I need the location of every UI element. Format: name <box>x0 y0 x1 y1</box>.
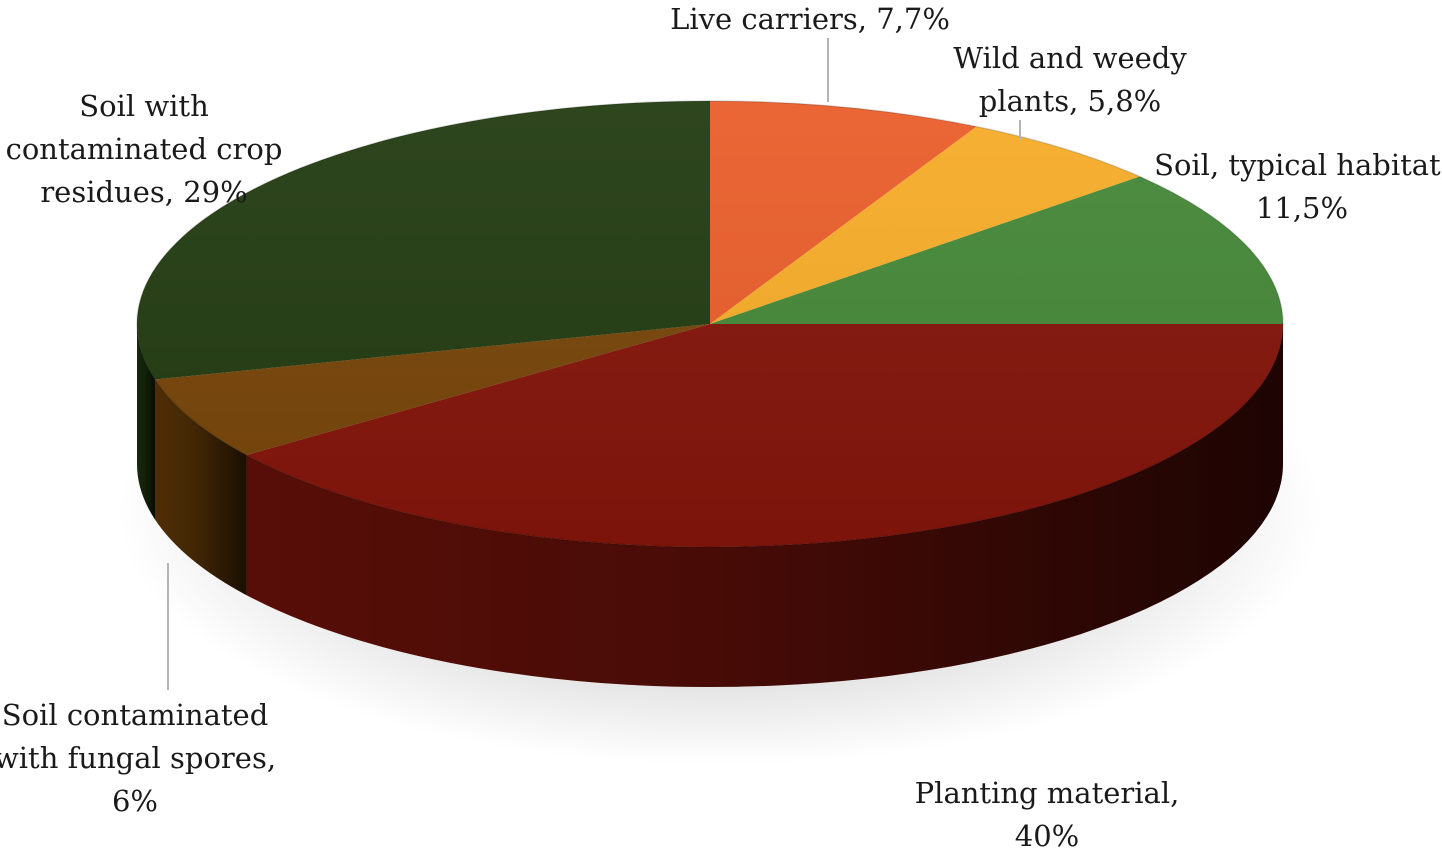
slice-label-line: Live carriers, 7,7% <box>670 2 950 36</box>
side-soil-contaminated-shade <box>155 379 247 596</box>
slice-label-wild-and-weedy: Wild and weedy plants, 5,8% <box>953 41 1187 118</box>
slice-label-soil-typical-habitat: Soil, typical habitat, 11,5% <box>1154 148 1442 225</box>
pie-top-sheen <box>137 101 1283 547</box>
slice-label-line: Soil with <box>79 89 209 123</box>
slice-label-soil-contaminated: Soil contaminated with fungal spores, 6% <box>0 698 276 818</box>
side-planting-material-shade <box>246 324 1284 687</box>
slice-label-soil-with: Soil with contaminated crop residues, 29% <box>6 89 283 209</box>
slice-label-line: residues, 29% <box>40 175 247 209</box>
slice-label-line: Planting material, <box>915 776 1180 810</box>
slice-label-line: 40% <box>1015 819 1079 853</box>
slice-label-line: with fungal spores, <box>0 741 276 775</box>
side-soil-with-shade <box>137 324 156 520</box>
slice-label-line: Soil, typical habitat, <box>1154 148 1442 182</box>
slice-label-line: 11,5% <box>1256 191 1348 225</box>
slice-label-line: Wild and weedy <box>953 41 1187 75</box>
slice-label-planting-material: Planting material, 40% <box>915 776 1180 853</box>
slice-label-live-carriers-7-7: Live carriers, 7,7% <box>670 2 950 36</box>
pie-rim <box>136 100 1284 548</box>
slice-label-line: plants, 5,8% <box>979 84 1161 118</box>
slice-label-line: Soil contaminated <box>2 698 269 732</box>
slice-label-line: 6% <box>112 784 158 818</box>
slice-label-line: contaminated crop <box>6 132 283 166</box>
